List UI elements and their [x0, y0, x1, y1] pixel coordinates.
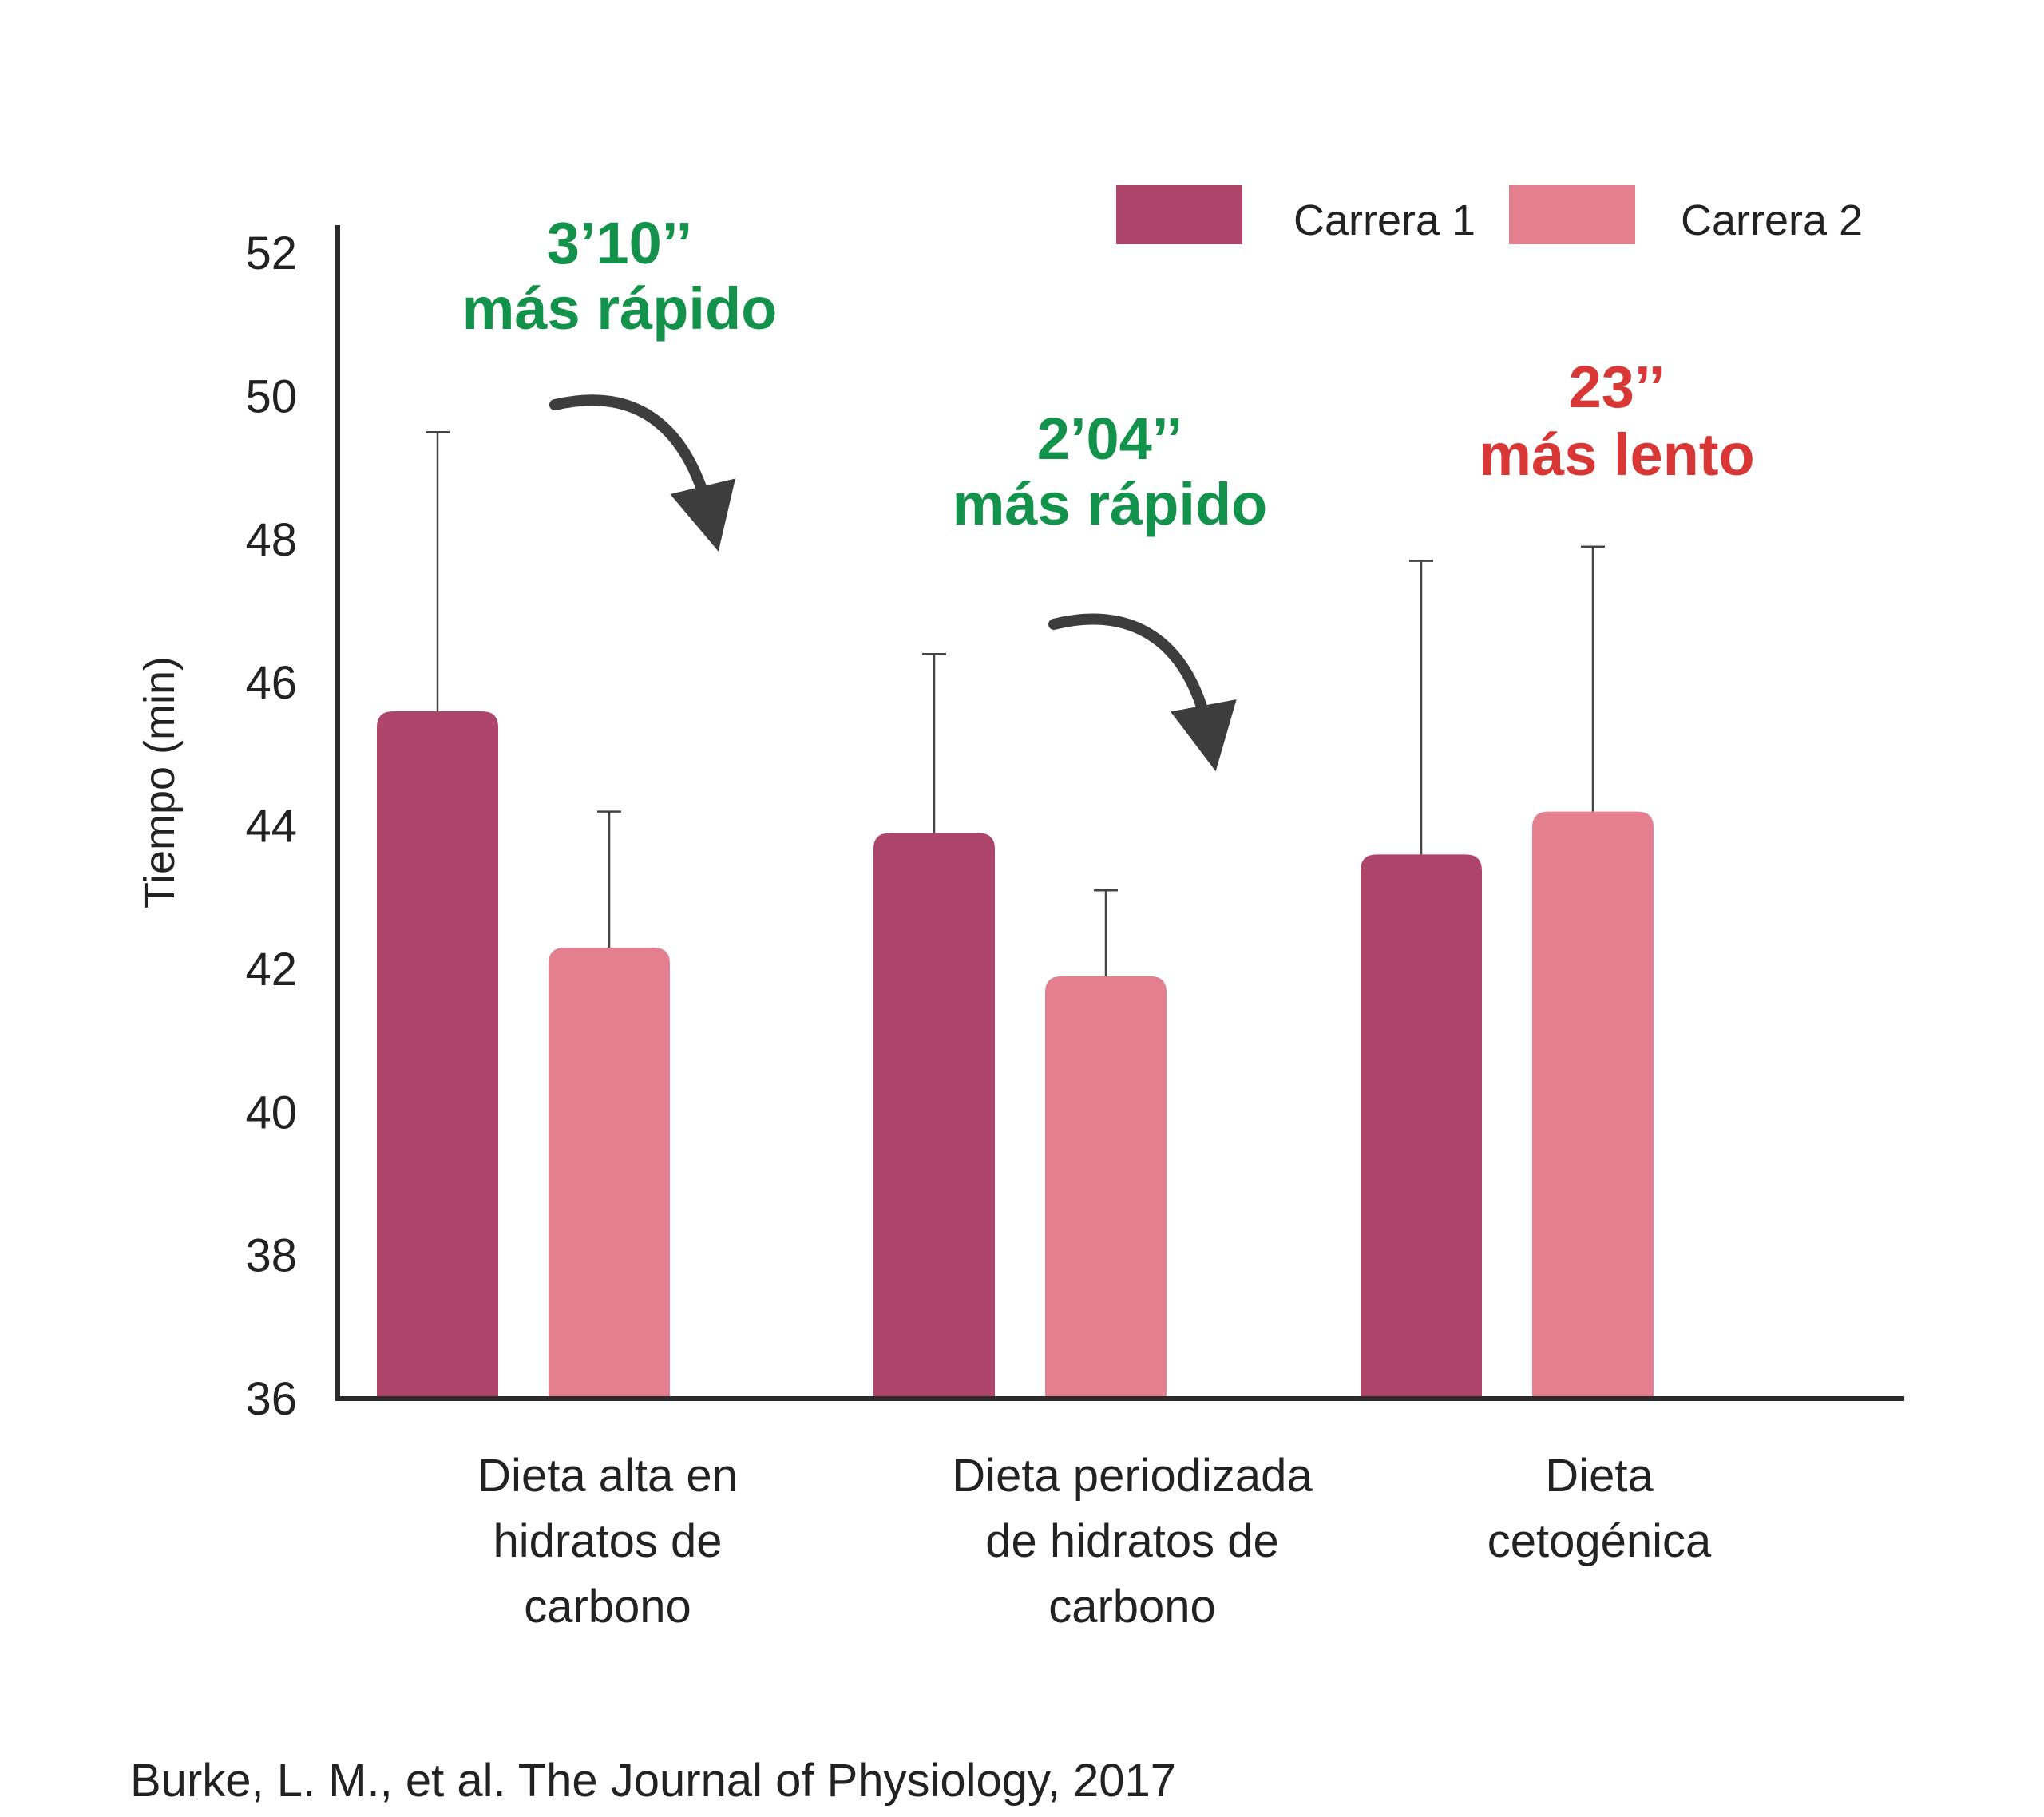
category-label: de hidratos de — [985, 1515, 1279, 1567]
category-label: hidratos de — [493, 1515, 723, 1567]
legend-swatch — [1509, 185, 1635, 244]
category-label: carbono — [524, 1581, 691, 1633]
y-axis-title: Tiempo (min) — [136, 656, 184, 908]
y-axis-ticks: 36 38 40 42 44 46 48 50 52 — [245, 228, 297, 1425]
annotation-arrow — [1048, 613, 1237, 772]
y-tick-label: 38 — [245, 1230, 297, 1282]
bar — [873, 833, 995, 1399]
annotation-label: más lento — [1479, 422, 1754, 488]
bar — [1361, 854, 1482, 1399]
annotation-label: 3’10’’ — [547, 210, 692, 276]
y-tick-label: 50 — [245, 370, 297, 422]
category-label: cetogénica — [1487, 1515, 1712, 1567]
legend: Carrera 1 Carrera 2 — [1116, 185, 1863, 244]
annotation-arrow — [549, 394, 736, 552]
category-labels: Dieta alta en hidratos de carbono Dieta per… — [477, 1450, 1712, 1633]
category-label: Dieta — [1545, 1450, 1654, 1502]
y-tick-label: 46 — [245, 657, 297, 709]
bar — [1532, 811, 1654, 1399]
y-tick-label: 48 — [245, 514, 297, 566]
annotation-label: más rápido — [462, 275, 778, 342]
error-bars — [426, 430, 1605, 976]
y-tick-label: 52 — [245, 228, 297, 279]
category-label: Dieta periodizada — [952, 1450, 1313, 1502]
annotation-label: 23’’ — [1569, 354, 1666, 420]
bar — [377, 711, 498, 1399]
annotation-label: más rápido — [953, 471, 1268, 537]
bar — [1045, 976, 1167, 1399]
category-label: Dieta alta en — [477, 1450, 738, 1502]
source-citation: Burke, L. M., et al. The Journal of Phys… — [130, 1755, 1176, 1807]
legend-swatch — [1116, 185, 1242, 244]
annotation-label: 2’04’’ — [1037, 406, 1182, 472]
y-tick-label: 44 — [245, 801, 297, 853]
category-label: carbono — [1048, 1581, 1216, 1633]
legend-label: Carrera 1 — [1293, 196, 1476, 244]
y-tick-label: 40 — [245, 1087, 297, 1138]
bar — [549, 947, 670, 1399]
y-tick-label: 42 — [245, 944, 297, 996]
bars — [377, 711, 1654, 1399]
legend-label: Carrera 2 — [1681, 196, 1863, 244]
y-tick-label: 36 — [245, 1373, 297, 1425]
